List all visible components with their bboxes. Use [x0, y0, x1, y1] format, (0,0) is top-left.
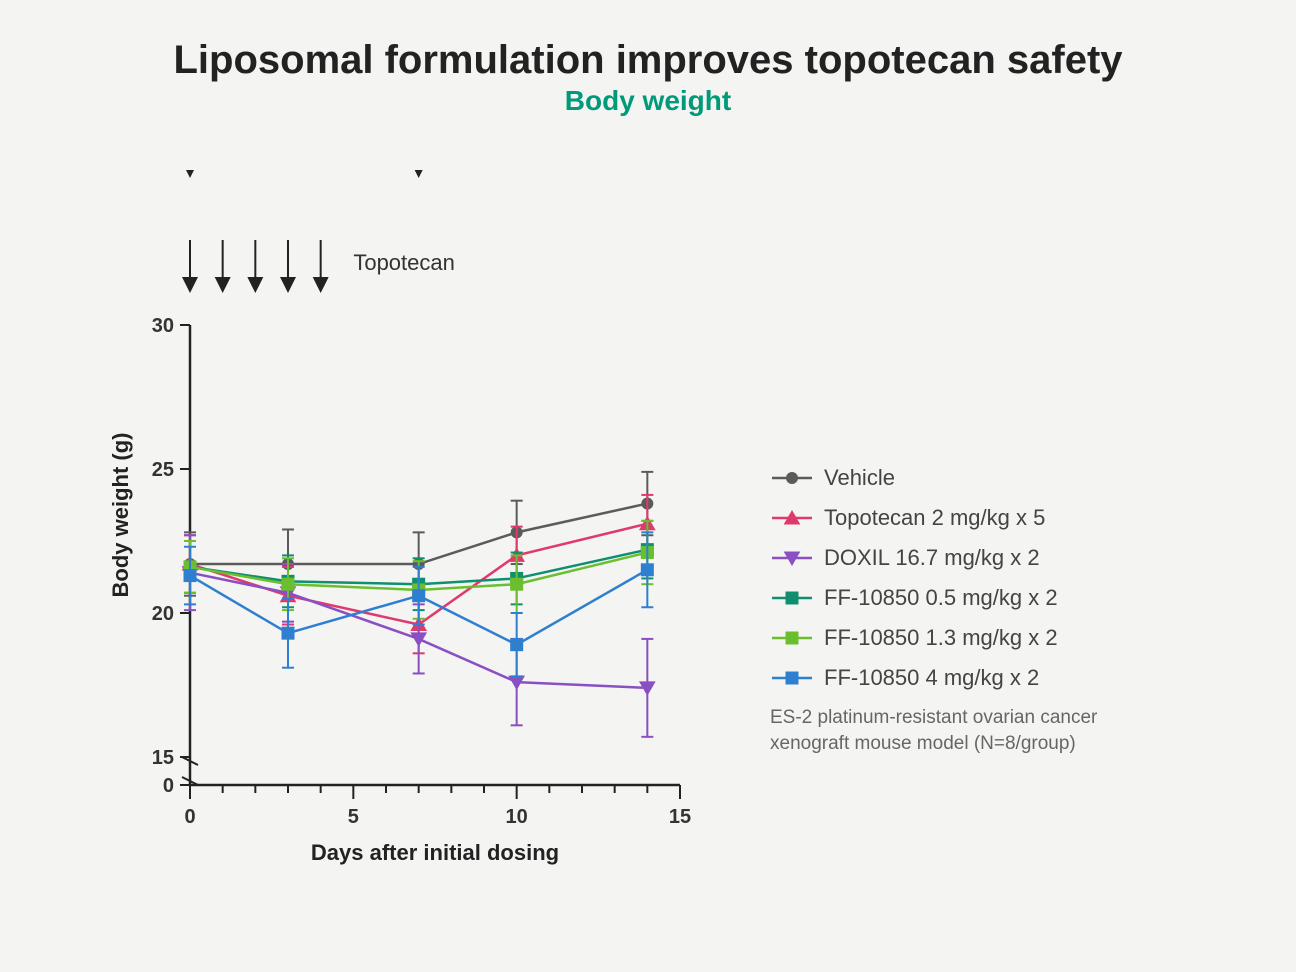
legend-swatch [770, 506, 814, 530]
svg-text:15: 15 [152, 747, 174, 769]
svg-text:0: 0 [184, 806, 195, 828]
legend-item: Vehicle [770, 465, 1190, 491]
svg-text:5: 5 [348, 806, 359, 828]
legend-item: FF-10850 4 mg/kg x 2 [770, 665, 1190, 691]
svg-text:Topotecan: Topotecan [353, 250, 455, 275]
svg-text:Days after initial dosing: Days after initial dosing [311, 840, 559, 865]
legend-swatch [770, 466, 814, 490]
svg-text:25: 25 [152, 459, 174, 481]
legend-label: Topotecan 2 mg/kg x 5 [824, 505, 1045, 531]
legend-swatch [770, 546, 814, 570]
legend-item: DOXIL 16.7 mg/kg x 2 [770, 545, 1190, 571]
legend-swatch [770, 626, 814, 650]
page-root: Liposomal formulation improves topotecan… [0, 0, 1296, 972]
legend-caption: ES-2 platinum-resistant ovarian cancer x… [770, 705, 1130, 756]
svg-text:30: 30 [152, 315, 174, 337]
svg-text:20: 20 [152, 603, 174, 625]
svg-text:DOXIL®: DOXIL® [451, 170, 533, 174]
title-sub: Body weight [0, 85, 1296, 117]
svg-text:15: 15 [669, 806, 691, 828]
svg-text:10: 10 [506, 806, 528, 828]
legend-label: FF-10850 4 mg/kg x 2 [824, 665, 1039, 691]
svg-text:Body weight (g): Body weight (g) [108, 433, 133, 598]
legend-swatch [770, 666, 814, 690]
legend-label: FF-10850 0.5 mg/kg x 2 [824, 585, 1058, 611]
legend-item: FF-10850 1.3 mg/kg x 2 [770, 625, 1190, 651]
legend-item: Topotecan 2 mg/kg x 5 [770, 505, 1190, 531]
legend-label: FF-10850 1.3 mg/kg x 2 [824, 625, 1058, 651]
legend-label: DOXIL 16.7 mg/kg x 2 [824, 545, 1040, 571]
chart-container: 0 15 20 25 30 0 5 10 15 Days after initial dosing… [80, 170, 1230, 930]
legend: Vehicle Topotecan 2 mg/kg x 5 DOXIL 16.7 m… [770, 465, 1190, 756]
title-block: Liposomal formulation improves topotecan… [0, 0, 1296, 117]
title-main: Liposomal formulation improves topotecan… [0, 38, 1296, 83]
svg-text:0: 0 [163, 775, 174, 797]
legend-label: Vehicle [824, 465, 895, 491]
legend-item: FF-10850 0.5 mg/kg x 2 [770, 585, 1190, 611]
legend-swatch [770, 586, 814, 610]
